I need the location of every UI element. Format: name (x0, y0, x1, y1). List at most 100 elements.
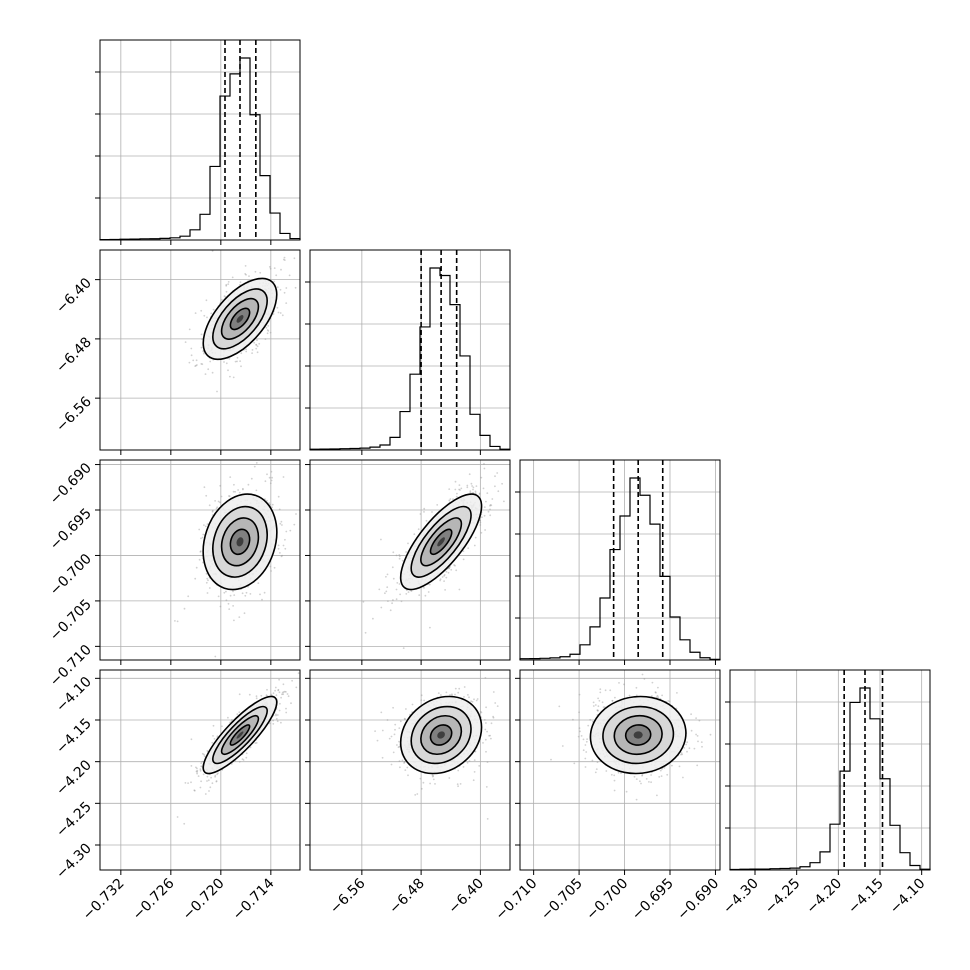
sample-point (187, 595, 190, 598)
sample-point (202, 561, 204, 564)
sample-point (271, 506, 273, 509)
sample-point (268, 502, 271, 504)
sample-point (208, 790, 210, 792)
sample-point (223, 361, 225, 363)
sample-point (489, 504, 492, 506)
sample-point (204, 373, 207, 375)
sample-point (293, 523, 296, 526)
sample-point (404, 769, 407, 771)
sample-point (258, 342, 261, 345)
contour-level-2 (212, 705, 268, 765)
sample-point (237, 489, 240, 491)
sample-point (285, 287, 288, 289)
sample-point (217, 500, 220, 503)
sample-point (279, 312, 282, 314)
sample-point (239, 281, 242, 284)
sample-point (419, 513, 422, 515)
sample-point (450, 568, 453, 571)
sample-point (387, 600, 389, 602)
sample-point (238, 760, 241, 763)
sample-point (211, 371, 214, 374)
sample-point (227, 602, 230, 605)
sample-point (462, 766, 465, 768)
sample-point (440, 694, 442, 696)
sample-point (423, 511, 425, 513)
sample-point (212, 308, 215, 311)
sample-point (424, 594, 427, 597)
sample-point (269, 267, 272, 270)
sample-point (190, 347, 193, 350)
sample-point (478, 493, 481, 496)
sample-point (483, 719, 486, 721)
sample-point (454, 693, 456, 696)
sample-point (227, 281, 230, 283)
sample-point (470, 482, 473, 485)
sample-point (469, 490, 472, 493)
sample-point (273, 566, 276, 569)
sample-point (380, 538, 382, 541)
sample-point (280, 696, 282, 699)
sample-point (255, 742, 258, 744)
sample-point (472, 779, 475, 782)
sample-point (215, 780, 218, 783)
sample-point (280, 268, 282, 271)
sample-point (405, 593, 408, 595)
sample-point (395, 554, 398, 557)
sample-point (580, 735, 583, 737)
sample-point (196, 769, 199, 772)
sample-point (204, 793, 207, 795)
sample-point (197, 775, 200, 777)
sample-point (190, 781, 192, 784)
sample-point (277, 495, 280, 498)
sample-point (227, 283, 230, 285)
sample-point (407, 542, 409, 545)
contour-level-1 (202, 277, 278, 361)
sample-point (297, 672, 300, 674)
sample-point (635, 798, 638, 801)
sample-point (454, 480, 457, 483)
sample-point (432, 775, 435, 777)
sample-point (374, 730, 376, 732)
sample-point (443, 575, 445, 577)
sample-point (195, 364, 197, 367)
sample-point (289, 529, 292, 532)
sample-point (397, 746, 400, 749)
sample-point (228, 357, 231, 360)
sample-point (264, 338, 267, 340)
histogram-panel-4 (725, 669, 931, 871)
sample-point (206, 780, 208, 782)
density-fill (437, 731, 445, 739)
panel-frame (99, 249, 301, 451)
sample-point (386, 719, 389, 721)
sample-point (199, 768, 202, 771)
sample-point (210, 776, 213, 779)
scatter-panel-4-3 (519, 669, 721, 871)
sample-point (277, 688, 280, 691)
sample-point (601, 701, 604, 704)
sample-point (475, 485, 478, 487)
sample-point (617, 771, 620, 774)
sample-point (386, 586, 389, 589)
sample-point (410, 590, 413, 592)
sample-point (401, 759, 404, 762)
sample-point (390, 763, 393, 766)
sample-point (280, 555, 283, 558)
sample-point (489, 734, 491, 737)
sample-point (419, 777, 422, 780)
sample-point (253, 465, 256, 468)
contour-level-4 (229, 724, 251, 746)
sample-point (403, 761, 406, 763)
sample-point (400, 600, 403, 603)
sample-point (284, 547, 287, 550)
sample-point (486, 818, 489, 820)
sample-point (194, 312, 197, 314)
sample-point (456, 783, 459, 786)
sample-point (228, 495, 230, 497)
sample-point (215, 507, 218, 510)
sample-point (448, 499, 451, 502)
sample-point (479, 519, 482, 522)
panel-frame (99, 459, 301, 661)
sample-point (701, 745, 703, 748)
sample-point (478, 765, 481, 767)
